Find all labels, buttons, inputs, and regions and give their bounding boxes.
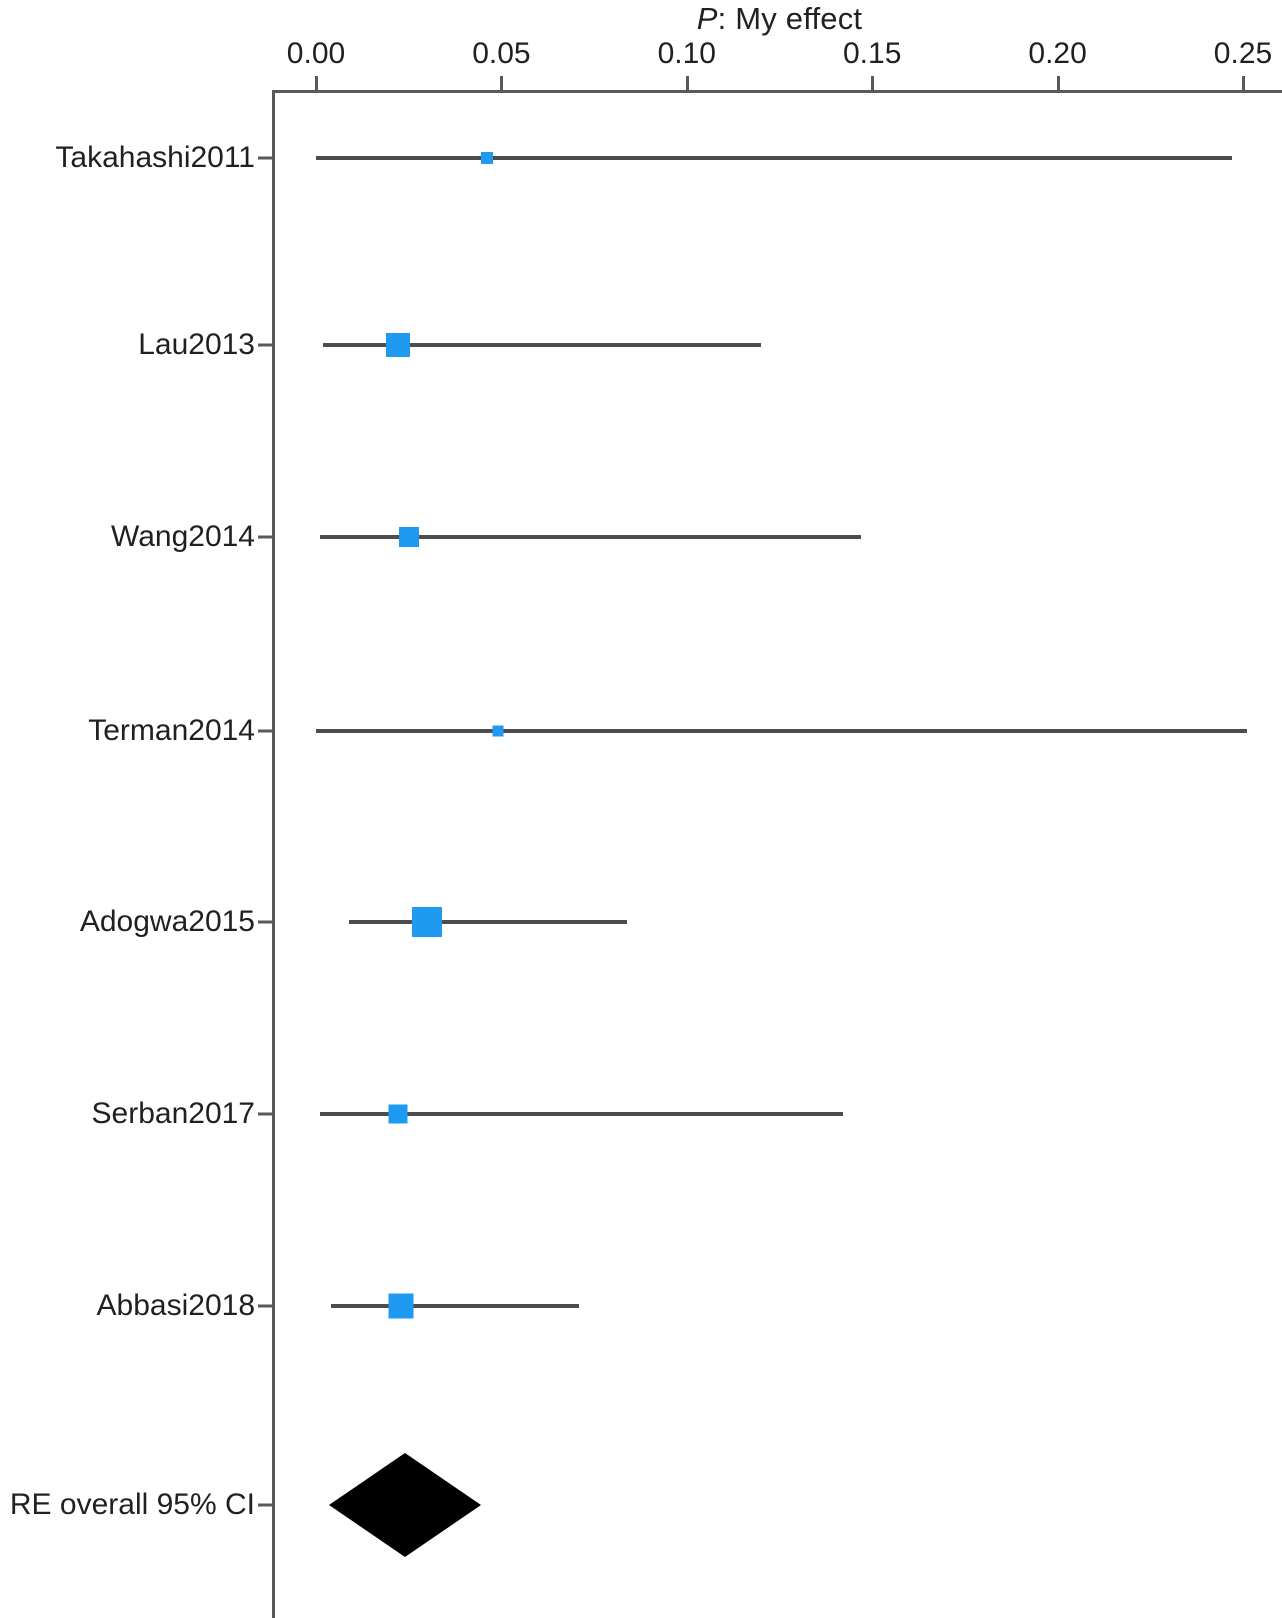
confidence-interval-line	[319, 535, 862, 539]
y-tick-mark	[258, 156, 274, 160]
x-axis-line	[272, 90, 1282, 93]
y-tick-mark	[258, 1112, 274, 1116]
effect-estimate-marker	[480, 152, 493, 164]
x-axis-ticks	[0, 76, 1282, 90]
study-label: Serban2017	[91, 1097, 255, 1130]
study-label: Takahashi2011	[55, 141, 255, 174]
x-tick-label: 0.00	[286, 37, 346, 70]
y-tick-mark	[258, 343, 274, 347]
study-label: Abbasi2018	[96, 1289, 255, 1322]
x-tick-mark	[315, 76, 318, 90]
confidence-interval-line	[316, 156, 1232, 160]
confidence-interval-line	[349, 920, 628, 924]
study-label: Wang2014	[111, 520, 255, 553]
effect-estimate-marker	[388, 1293, 414, 1319]
y-axis-spine	[272, 90, 275, 1618]
x-tick-label: 0.05	[472, 37, 531, 70]
confidence-interval-line	[323, 343, 761, 347]
y-tick-mark	[258, 729, 274, 733]
x-tick-label: 0.25	[1213, 37, 1273, 70]
y-tick-mark	[258, 1503, 274, 1507]
summary-diamond	[328, 1453, 481, 1557]
plot-title-statistic: P	[696, 1, 718, 36]
effect-estimate-marker	[388, 1104, 408, 1124]
x-axis-tick-labels: 0.00 0.05 0.10 0.15 0.20 0.25	[0, 38, 1282, 72]
x-tick-label: 0.20	[1028, 37, 1087, 70]
plot-title: P: My effect	[316, 2, 1243, 36]
x-tick-mark	[1242, 76, 1245, 90]
study-label: RE overall 95% CI	[9, 1488, 255, 1521]
plot-title-rest: : My effect	[717, 1, 863, 36]
x-tick-mark	[500, 76, 504, 90]
confidence-interval-line	[319, 1112, 843, 1116]
x-tick-mark	[1056, 76, 1060, 90]
study-label: Adogwa2015	[79, 905, 255, 938]
study-label: Lau2013	[138, 328, 255, 361]
effect-estimate-marker	[385, 333, 410, 357]
x-tick-label: 0.15	[842, 37, 902, 70]
study-label: Terman2014	[88, 714, 255, 747]
y-tick-mark	[258, 535, 274, 539]
x-tick-mark	[871, 76, 875, 90]
x-tick-mark	[685, 76, 689, 90]
effect-estimate-marker	[398, 527, 419, 547]
x-tick-label: 0.10	[657, 37, 716, 70]
effect-estimate-marker	[492, 725, 504, 737]
y-tick-mark	[258, 1304, 274, 1308]
y-tick-mark	[258, 920, 274, 924]
confidence-interval-line	[330, 1304, 580, 1308]
effect-estimate-marker	[412, 907, 443, 937]
confidence-interval-line	[316, 729, 1247, 733]
